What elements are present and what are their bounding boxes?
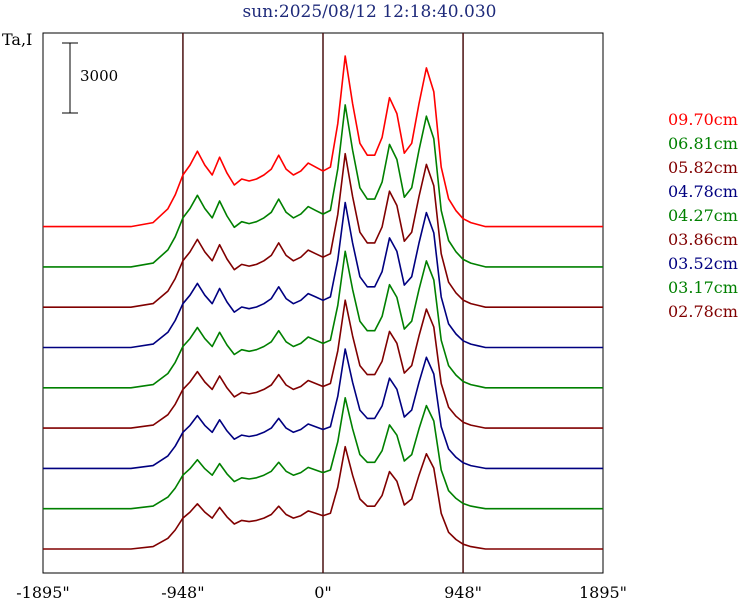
series-line-05.82cm [43,152,603,308]
series-line-03.17cm [43,397,603,510]
series-line-02.78cm [43,445,603,550]
scale-bar-label: 3000 [80,67,118,85]
series-line-09.70cm [43,55,603,228]
series-line-03.86cm [43,299,603,429]
series-line-04.27cm [43,250,603,389]
x-tick-label: 1895" [578,583,628,602]
series-line-04.78cm [43,201,603,349]
scale-bar: 3000 [62,42,118,114]
x-tick-label: 948" [444,583,483,602]
vertical-reference-lines [182,33,464,573]
series-line-06.81cm [43,104,603,268]
legend-entry: 05.82cm [668,158,738,177]
legend-entry: 06.81cm [668,134,738,153]
legend-entry: 03.17cm [668,278,738,297]
series-line-03.52cm [43,348,603,470]
x-tick-label: 0" [314,583,332,602]
legend-entry: 04.27cm [668,206,738,225]
x-tick-label: -948" [161,583,205,602]
spectra-series [43,55,603,550]
legend-entry: 03.86cm [668,230,738,249]
legend: 09.70cm 06.81cm 05.82cm 04.78cm 04.27cm 03.86… [668,108,738,324]
legend-entry: 02.78cm [668,302,738,321]
x-tick-label: -1895" [16,583,70,602]
legend-entry: 09.70cm [668,110,738,129]
y-axis-label: Ta,I [2,30,33,49]
legend-entry: 04.78cm [668,182,738,201]
legend-entry: 03.52cm [668,254,738,273]
chart-title: sun:2025/08/12 12:18:40.030 [242,2,497,22]
